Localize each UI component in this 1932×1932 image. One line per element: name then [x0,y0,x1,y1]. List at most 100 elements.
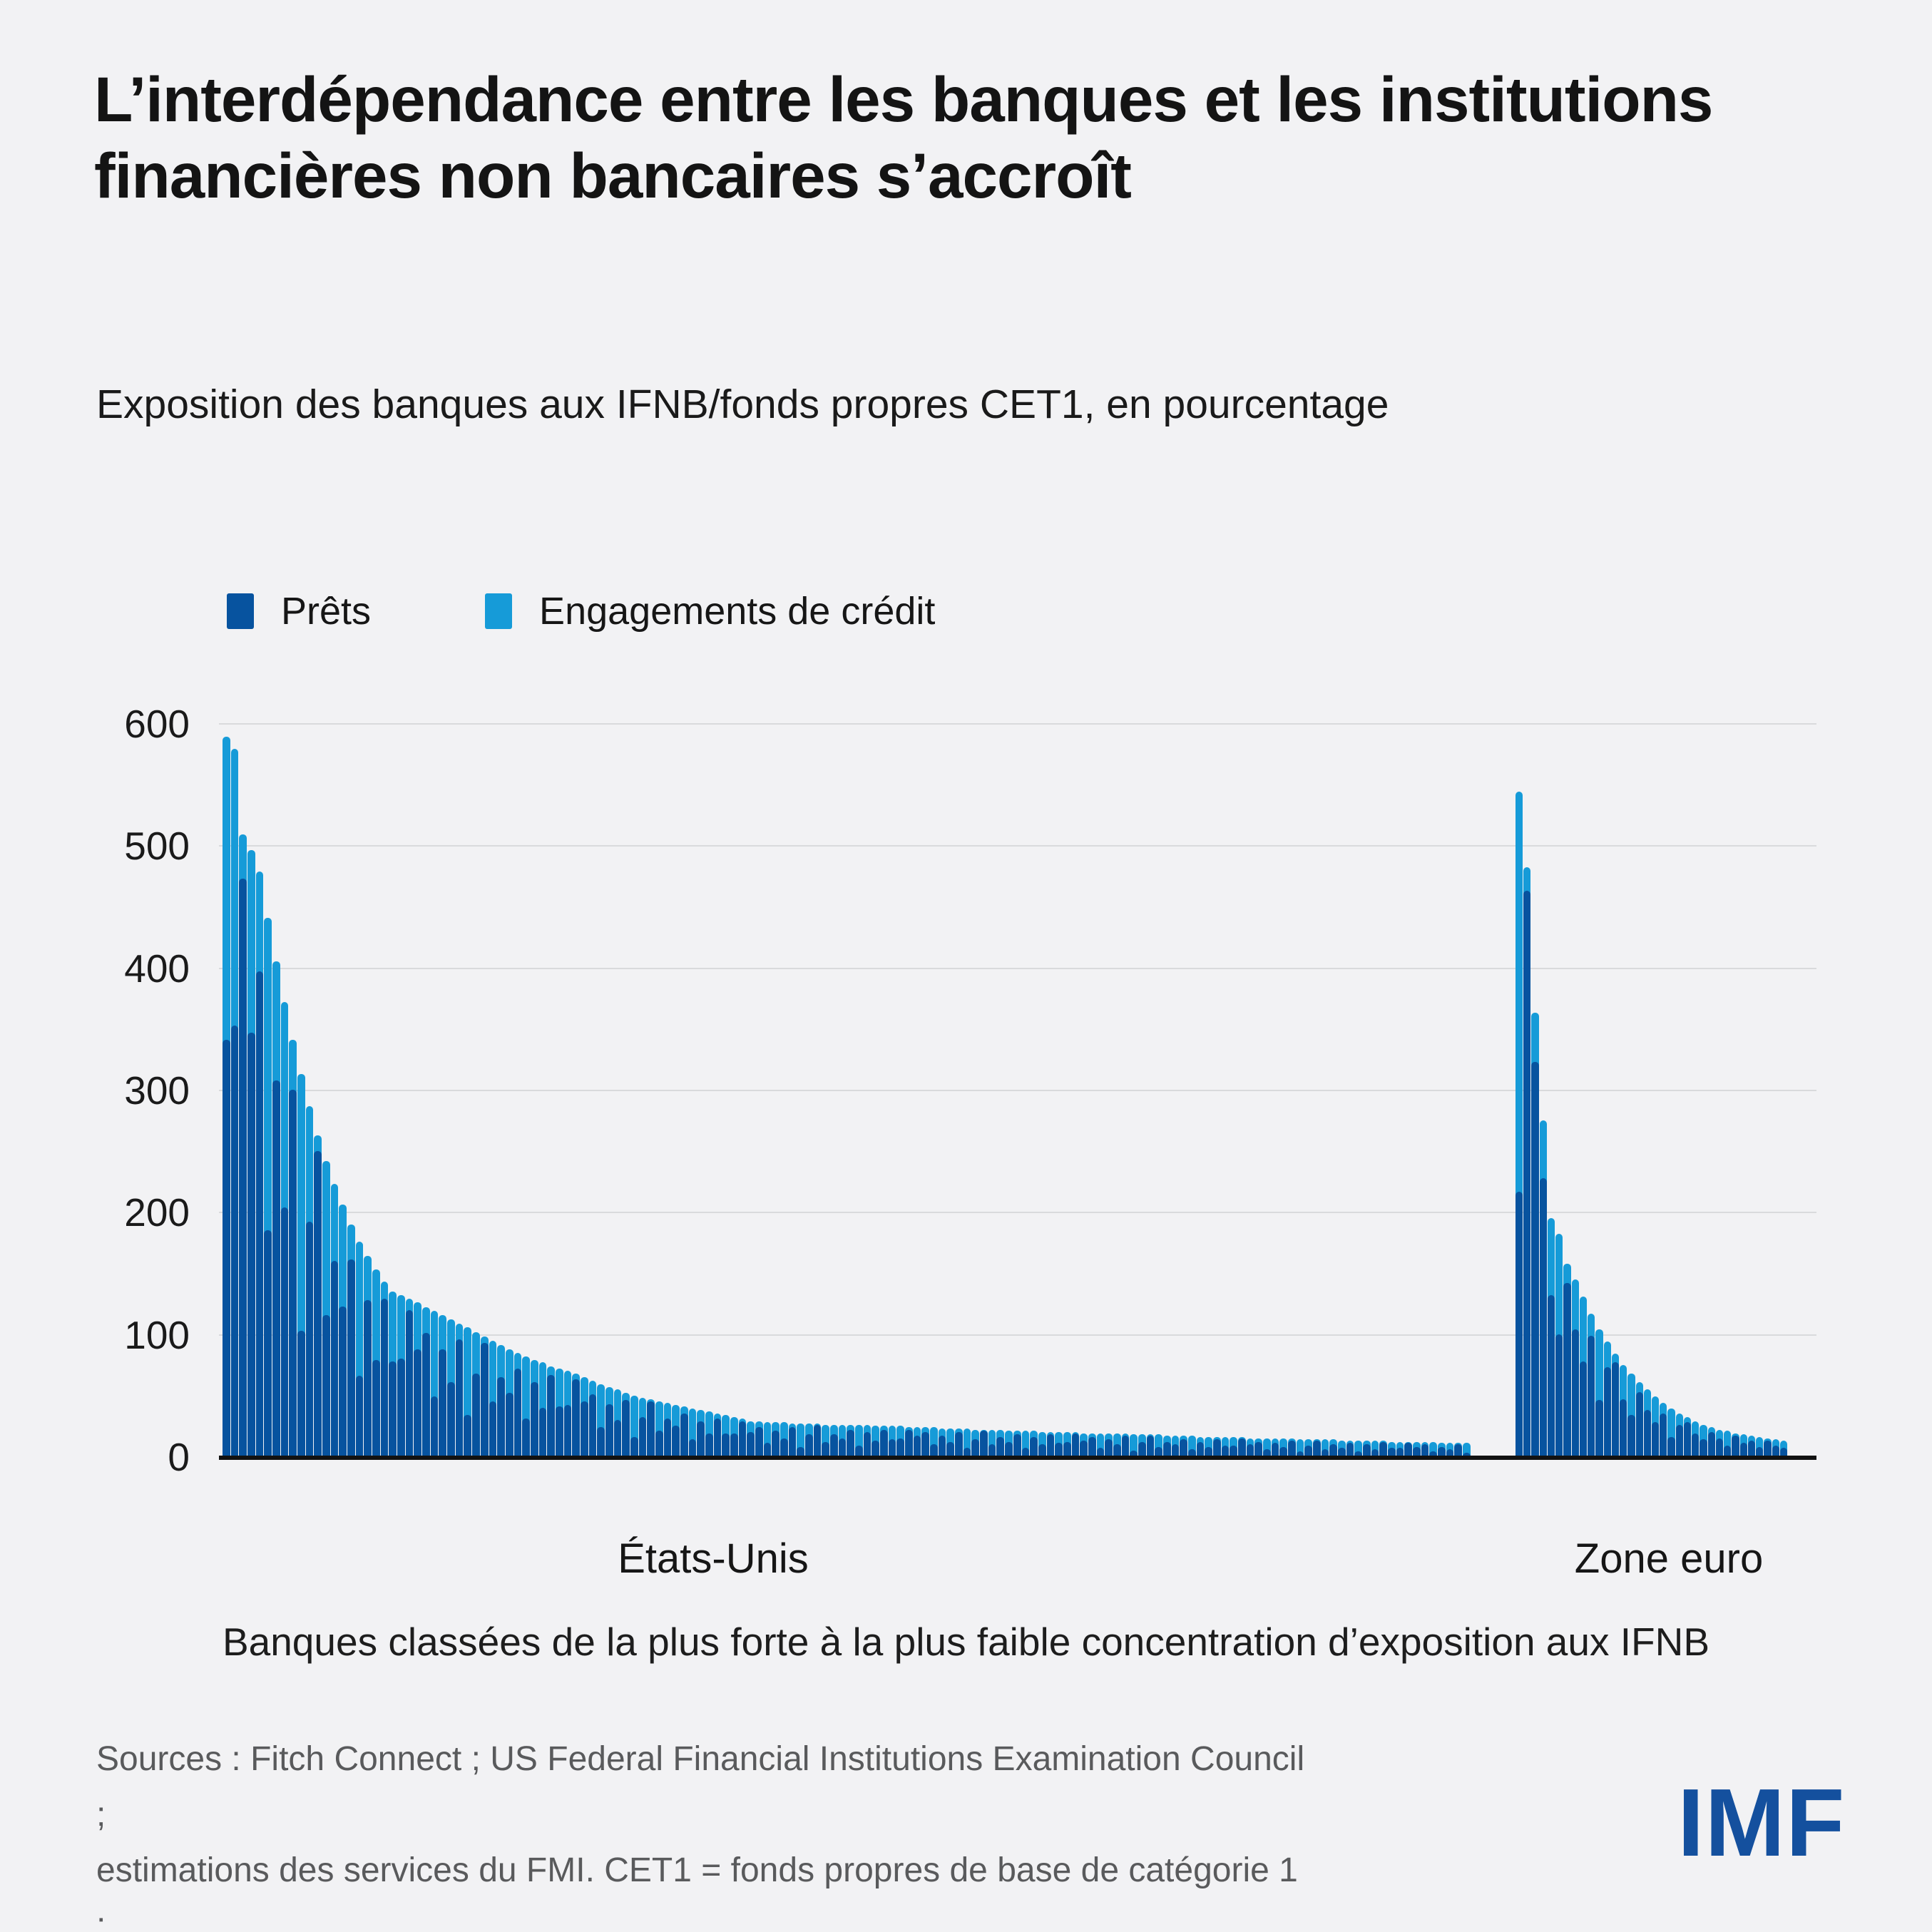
bank-bar-prets-segment [888,1439,896,1458]
bank-bar-prets-segment [730,1433,738,1458]
bank-bar-prets-segment [971,1439,980,1458]
bank-bar-prets-segment [1013,1434,1021,1458]
bank-bar-total-engagements [1429,1441,1438,1458]
bank-bar-total-engagements [1005,1431,1013,1458]
bank-bar-prets-segment [672,1426,680,1458]
bank-bar-total-engagements [822,1424,830,1458]
bank-bar-prets-segment [1329,1444,1338,1458]
bank-bar-prets-segment [738,1421,747,1458]
bank-bar-total-engagements [1155,1434,1162,1458]
bank-bar-total-engagements [755,1421,763,1458]
bank-bar-prets-segment [772,1431,780,1458]
bank-bar-total-engagements [538,1362,547,1458]
bank-bar-total-engagements [813,1424,822,1458]
bank-bar-total-engagements [1700,1424,1707,1458]
bank-bar-prets-segment [1627,1415,1635,1458]
bank-bar-prets-segment [605,1404,613,1458]
bank-bar-total-engagements [239,834,247,1458]
bank-bar-total-engagements [705,1411,713,1458]
bank-bar-prets-segment [439,1349,447,1458]
bank-bar-prets-segment [1692,1433,1700,1458]
bank-bar-prets-segment [1254,1441,1262,1458]
bank-bar-prets-segment [1171,1444,1180,1458]
gridline-100 [219,1334,1816,1336]
bank-bar-prets-segment [1611,1362,1620,1458]
bank-bar-prets-segment [1675,1424,1683,1458]
bank-bar-prets-segment [347,1259,355,1458]
bank-bar-total-engagements [364,1256,372,1458]
sources-line: Sources : Fitch Connect ; US Federal Fin… [96,1740,1305,1834]
bank-bar-prets-segment [1388,1448,1396,1458]
bank-bar-prets-segment [1724,1445,1732,1458]
bank-bar-prets-segment [980,1431,988,1458]
x-axis-line [219,1456,1816,1460]
bank-bar-prets-segment [1715,1438,1724,1458]
bank-bar-prets-segment [1579,1361,1588,1458]
bank-bar-prets-segment [305,1222,314,1458]
bank-bar-prets-segment [1379,1441,1388,1458]
bank-bar-prets-segment [1180,1439,1187,1458]
bank-bar-total-engagements [888,1426,896,1458]
bank-bar-total-engagements [1627,1373,1635,1458]
bank-bar-prets-segment [1700,1439,1707,1458]
bank-bar-prets-segment [913,1436,921,1458]
bank-bar-prets-segment [547,1374,555,1458]
sources-line: estimations des services du FMI. CET1 = … [96,1851,1298,1932]
bank-bar-total-engagements [672,1405,680,1458]
bank-bar-total-engagements [747,1421,755,1458]
bank-bar-prets-segment [255,971,264,1458]
bank-bar-total-engagements [1096,1433,1105,1458]
bank-bar-total-engagements [513,1352,522,1458]
bank-bar-total-engagements [613,1389,622,1458]
bank-bar-total-engagements [1113,1433,1121,1458]
bank-bar-total-engagements [1329,1439,1338,1458]
bank-bar-prets-segment [355,1376,364,1458]
bank-bar-prets-segment [1071,1433,1080,1458]
y-tick-label-0: 0 [168,1435,190,1479]
bank-bar-prets-segment [555,1406,563,1458]
bank-bar-prets-segment [697,1421,705,1458]
bank-bar-total-engagements [464,1327,472,1458]
bank-bar-prets-segment [1764,1441,1772,1458]
bank-bar-total-engagements [805,1424,813,1458]
bank-bar-total-engagements [380,1282,389,1458]
bank-bar-prets-segment [780,1438,788,1458]
bank-bar-prets-segment [1539,1177,1547,1458]
bank-bar-prets-segment [414,1349,422,1458]
bank-bar-total-engagements [1130,1434,1138,1458]
bank-bar-total-engagements [1463,1443,1471,1458]
bank-bar-prets-segment [1130,1450,1138,1458]
bank-bar-prets-segment [447,1381,455,1458]
bank-bar-prets-segment [572,1379,580,1458]
bank-bar-total-engagements [422,1307,430,1458]
bank-bar-total-engagements [563,1371,572,1458]
y-tick-label-300: 300 [124,1068,190,1113]
y-tick-label-100: 100 [124,1312,190,1357]
x-axis-caption: Banques classées de la plus forte à la p… [222,1620,1710,1664]
bank-bar-total-engagements [730,1417,738,1458]
bank-bar-total-engagements [847,1424,855,1458]
bar-group-etats-unis [223,725,1471,1458]
chart-subtitle: Exposition des banques aux IFNB/fonds pr… [96,382,1389,427]
bank-bar-prets-segment [755,1427,763,1458]
bank-bar-total-engagements [280,1001,289,1458]
bank-bar-total-engagements [872,1426,880,1458]
bank-bar-total-engagements [397,1295,405,1458]
bank-bar-total-engagements [1388,1441,1396,1458]
bank-bar-total-engagements [1038,1432,1046,1458]
bank-bar-prets-segment [613,1419,622,1458]
bank-bar-total-engagements [1595,1329,1603,1458]
bank-bar-prets-segment [863,1432,872,1458]
bank-bar-prets-segment [747,1432,755,1458]
bank-bar-total-engagements [838,1424,847,1458]
bank-bar-prets-segment [805,1434,813,1458]
bank-bar-total-engagements [772,1422,780,1458]
bank-bar-total-engagements [1539,1120,1547,1458]
bank-bar-prets-segment [239,878,247,1458]
bank-bar-total-engagements [680,1406,688,1458]
bank-bar-total-engagements [522,1356,530,1458]
bank-bar-prets-segment [1620,1399,1627,1458]
bank-bar-total-engagements [655,1401,663,1458]
bank-bar-total-engagements [780,1422,788,1458]
bank-bar-prets-segment [297,1330,305,1458]
